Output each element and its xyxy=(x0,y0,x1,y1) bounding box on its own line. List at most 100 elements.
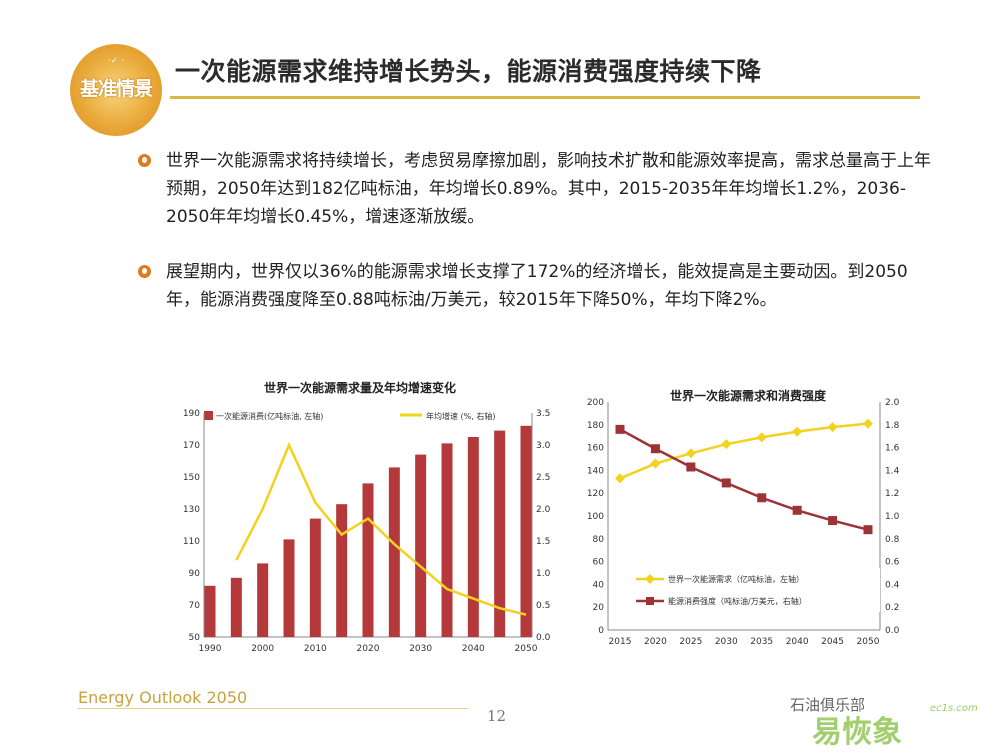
demand-marker xyxy=(615,473,625,484)
legend-intensity-label: 能源消费强度（吨标油/万美元，右轴） xyxy=(668,596,807,606)
bar xyxy=(204,585,216,637)
legend-demand-label: 世界一次能源需求（亿吨标油，左轴） xyxy=(668,574,804,584)
bullet-text-1: 世界一次能源需求将持续增长，考虑贸易摩擦加剧，影响技术扩散和能源效率提高，需求总… xyxy=(166,151,931,227)
y-tick-label-left: 100 xyxy=(587,512,604,522)
bullet-icon xyxy=(138,154,151,167)
demand-marker xyxy=(721,439,732,450)
bar xyxy=(362,483,374,637)
demand-marker xyxy=(685,448,696,459)
y-tick-label-left: 150 xyxy=(183,473,200,483)
y-tick-label-left: 70 xyxy=(189,601,201,611)
y-tick-label-right: 0.5 xyxy=(536,601,550,611)
watermark-logo: 易恢象 xyxy=(812,715,902,750)
bar xyxy=(520,425,532,637)
growth-rate-line xyxy=(235,441,527,616)
x-tick-label: 2010 xyxy=(304,644,327,654)
y-tick-label-right: 0.2 xyxy=(885,603,899,613)
x-tick-label: 2045 xyxy=(821,637,844,647)
y-tick-label-right: 1.8 xyxy=(885,421,900,431)
bar xyxy=(336,504,348,637)
legend-intensity-marker xyxy=(646,597,654,605)
legend-demand-marker xyxy=(645,574,655,584)
y-tick-label-left: 140 xyxy=(587,466,604,476)
demand-line xyxy=(619,422,869,480)
y-tick-label-right: 0.4 xyxy=(885,580,900,590)
bullet-point-1: 世界一次能源需求将持续增长，考虑贸易摩擦加剧，影响技术扩散和能源效率提高，需求总… xyxy=(138,147,938,231)
x-tick-label: 2050 xyxy=(515,644,538,654)
y-tick-label-right: 2.5 xyxy=(536,473,550,483)
y-tick-label-right: 0.0 xyxy=(885,626,900,636)
demand-intensity-chart: 世界一次能源需求和消费强度 02040608010012014016018020… xyxy=(587,388,900,647)
intensity-line xyxy=(619,428,869,531)
y-tick-label-right: 0.0 xyxy=(536,633,551,643)
demand-marker xyxy=(650,458,661,469)
x-tick-label: 2015 xyxy=(609,637,632,647)
y-tick-label-left: 170 xyxy=(183,441,200,451)
x-tick-label: 1990 xyxy=(199,644,222,654)
y-tick-label-left: 200 xyxy=(587,398,604,408)
x-tick-label: 2040 xyxy=(786,637,809,647)
y-tick-label-left: 130 xyxy=(183,505,200,515)
intensity-marker xyxy=(757,493,767,503)
y-tick-label-left: 20 xyxy=(593,603,605,613)
y-tick-label-right: 1.2 xyxy=(885,489,899,499)
y-tick-label-left: 160 xyxy=(587,444,604,454)
x-tick-label: 2030 xyxy=(715,637,738,647)
logo-subtext: ·✓ · xyxy=(107,56,125,66)
demand-marker xyxy=(756,432,767,443)
bullet-point-2: 展望期内，世界仅以36%的能源需求增长支撑了172%的经济增长，能效提高是主要动… xyxy=(138,258,938,314)
legend-line-label: 年均增速 (%, 右轴) xyxy=(426,411,495,421)
logo-text: 基准情景 xyxy=(79,78,153,100)
legend-bar-label: 一次能源消费(亿吨标油, 左轴) xyxy=(216,411,323,421)
intensity-marker xyxy=(615,424,625,434)
bar xyxy=(257,563,269,637)
x-tick-label: 2030 xyxy=(409,644,432,654)
y-tick-label-right: 3.5 xyxy=(536,409,550,419)
legend-box xyxy=(630,568,880,612)
chart-title: 世界一次能源需求和消费强度 xyxy=(670,388,827,403)
chart-title: 世界一次能源需求量及年均增速变化 xyxy=(264,380,456,395)
intensity-marker xyxy=(721,478,731,488)
y-tick-label-right: 3.0 xyxy=(536,441,551,451)
bar xyxy=(441,443,453,637)
y-tick-label-left: 120 xyxy=(587,489,604,499)
y-tick-label-left: 0 xyxy=(598,626,604,636)
intensity-marker xyxy=(828,516,838,526)
logo: ·✓ · 基准情景 xyxy=(70,44,162,136)
demand-growth-chart: 世界一次能源需求量及年均增速变化 一次能源消费(亿吨标油, 左轴) 年均增速 (… xyxy=(183,380,551,654)
x-tick-label: 2000 xyxy=(251,644,274,654)
y-tick-label-left: 110 xyxy=(183,537,200,547)
legend-bar-swatch xyxy=(204,411,213,420)
y-tick-label-right: 1.5 xyxy=(536,537,550,547)
bar xyxy=(494,430,506,637)
bullet-text-2: 展望期内，世界仅以36%的能源需求增长支撑了172%的经济增长，能效提高是主要动… xyxy=(166,262,908,310)
y-tick-label-right: 0.8 xyxy=(885,535,900,545)
intensity-marker xyxy=(792,505,802,515)
watermark-text: 石油俱乐部 xyxy=(790,696,866,714)
bar xyxy=(230,577,242,637)
y-tick-label-right: 2.0 xyxy=(885,398,900,408)
x-tick-label: 2035 xyxy=(750,637,773,647)
y-tick-label-left: 180 xyxy=(587,421,604,431)
footer-text: Energy Outlook 2050 xyxy=(78,688,248,707)
y-tick-label-left: 90 xyxy=(189,569,201,579)
y-tick-label-right: 1.6 xyxy=(885,444,900,454)
bar xyxy=(388,467,400,637)
intensity-marker xyxy=(686,462,696,472)
intensity-marker xyxy=(863,525,873,535)
demand-marker xyxy=(827,422,838,433)
title-divider xyxy=(170,96,920,99)
x-tick-label: 2025 xyxy=(679,637,702,647)
bar xyxy=(467,437,479,637)
y-tick-label-right: 1.0 xyxy=(536,569,551,579)
demand-marker xyxy=(863,418,873,429)
y-tick-label-left: 40 xyxy=(593,580,605,590)
y-tick-label-left: 190 xyxy=(183,409,200,419)
y-tick-label-left: 50 xyxy=(189,633,201,643)
y-tick-label-right: 1.0 xyxy=(885,512,900,522)
slide-title: 一次能源需求维持增长势头，能源消费强度持续下降 xyxy=(175,57,762,86)
y-tick-label-right: 1.4 xyxy=(885,466,900,476)
intensity-marker xyxy=(650,444,660,454)
x-tick-label: 2020 xyxy=(644,637,667,647)
x-tick-label: 2040 xyxy=(462,644,485,654)
